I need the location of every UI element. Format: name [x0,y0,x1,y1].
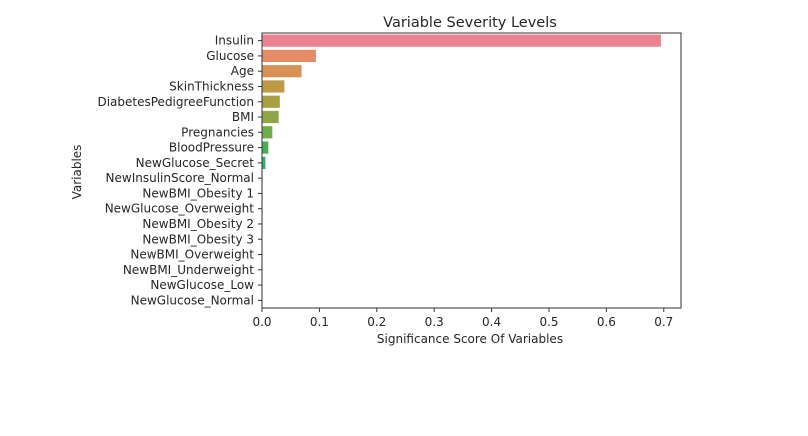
x-tick-label: 0.7 [654,315,673,329]
y-tick-label: NewGlucose_Normal [131,293,254,307]
y-tick-label: NewInsulinScore_Normal [106,171,254,185]
y-tick-label: Glucose [206,49,254,63]
y-axis-label: Variables [70,145,84,200]
bar-skinthickness [262,80,285,93]
x-tick-label: 0.1 [310,315,329,329]
bar-newglucose-secret [262,156,266,169]
bar-glucose [262,49,316,63]
x-tick-label: 0.0 [252,315,271,329]
y-tick-label: BloodPressure [169,141,254,155]
y-tick-label: BMI [232,110,254,124]
x-tick-label: 0.6 [597,315,616,329]
bar-bmi [262,110,279,124]
y-tick-label: NewGlucose_Overweight [105,202,255,216]
y-tick-label: NewGlucose_Secret [136,156,255,170]
y-tick-label: Age [231,64,254,78]
x-tick-label: 0.4 [482,315,501,329]
chart-title: Variable Severity Levels [383,15,557,31]
y-tick-label: NewGlucose_Low [150,278,254,292]
x-tick-label: 0.3 [425,315,444,329]
x-axis-label: Significance Score Of Variables [377,332,563,346]
y-tick-label: SkinThickness [169,79,254,93]
y-tick-label: Pregnancies [181,125,254,139]
y-tick-label: NewBMI_Obesity 2 [142,217,254,231]
y-tick-label: NewBMI_Overweight [130,248,254,262]
y-tick-label: NewBMI_Obesity 1 [142,186,254,200]
bar-pregnancies [262,126,273,139]
y-tick-label: NewBMI_Obesity 3 [142,232,254,246]
bar-age [262,65,302,78]
y-tick-label: DiabetesPedigreeFunction [97,95,254,109]
plot-frame [261,32,682,309]
bars-group [262,34,661,307]
bar-diabetespedigreefunction [262,95,280,108]
bar-insulin [262,34,661,47]
x-tick-label: 0.5 [539,315,558,329]
x-tick-label: 0.2 [367,315,386,329]
y-tick-label: Insulin [215,34,254,48]
x-axis: 0.0 0.1 0.2 0.3 0.4 0.5 0.6 0.7 [252,308,673,329]
y-tick-label: NewBMI_Underweight [123,263,254,277]
bar-bloodpressure [262,141,269,154]
